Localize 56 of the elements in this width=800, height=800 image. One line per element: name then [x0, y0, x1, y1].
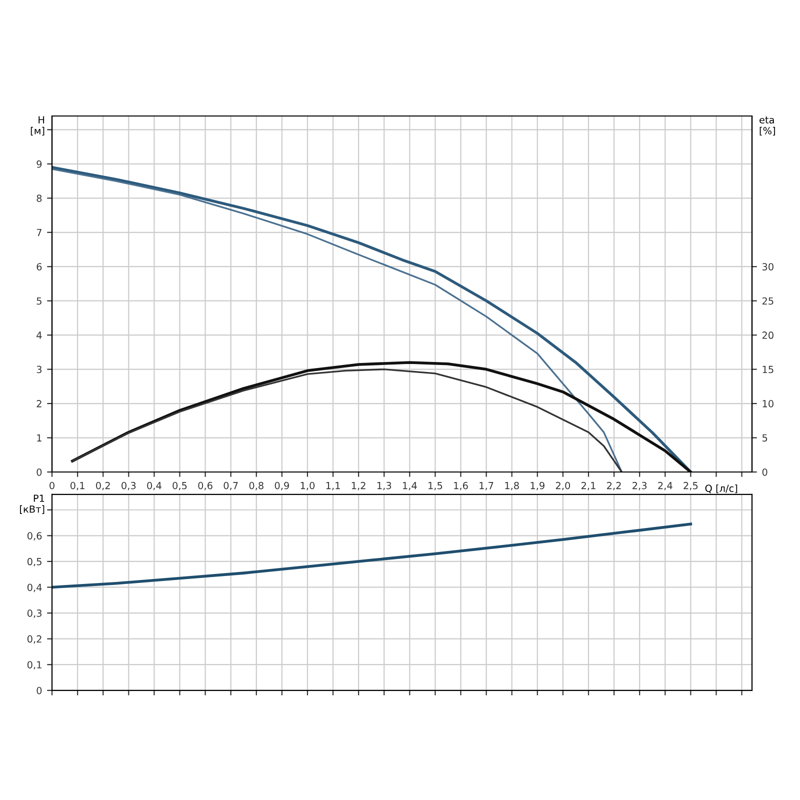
- y2-tick-label: 20: [762, 332, 774, 339]
- y-tick-label: 0,6: [27, 532, 42, 540]
- x-tick-label: 1,7: [480, 482, 494, 490]
- y2-tick-label: 0: [762, 468, 768, 476]
- y-tick-label: 0,3: [27, 610, 42, 618]
- x-tick-label: 2,5: [684, 482, 698, 490]
- x-tick-label: 1,1: [326, 482, 340, 490]
- y2-tick-label: 15: [762, 366, 774, 374]
- y-tick-label: 0: [36, 686, 42, 694]
- y-tick-label: 0,1: [27, 661, 42, 670]
- y-axis-title: H [м]: [30, 116, 44, 136]
- x-tick-label: 0,6: [198, 482, 212, 490]
- y2-tick-label: 30: [762, 263, 774, 270]
- y2-tick-label: 25: [762, 297, 774, 305]
- x-tick-label: 1,5: [428, 482, 442, 490]
- x-axis-title: Q [л/с]: [705, 484, 738, 494]
- line-series: [72, 368, 623, 472]
- line-series: [52, 522, 692, 589]
- y-tick-label: 5: [36, 297, 42, 305]
- x-tick-label: 0,4: [147, 482, 162, 490]
- x-tick-label: 1,2: [352, 482, 366, 490]
- y-tick-label: 6: [36, 263, 42, 270]
- x-tick-label: 1,8: [505, 482, 519, 490]
- x-tick-label: 1,0: [300, 482, 315, 490]
- y2-tick-label: 5: [762, 434, 768, 442]
- y-tick-label: 9: [36, 160, 42, 168]
- y-tick-label: 1: [37, 434, 42, 442]
- x-tick-label: 1,9: [530, 482, 544, 490]
- y-tick-label: 0,5: [27, 558, 42, 566]
- x-tick-label: 2,4: [658, 482, 672, 490]
- y-tick-label: 0: [36, 468, 42, 476]
- x-tick-label: 1,6: [454, 482, 468, 490]
- x-tick-label: 0,9: [274, 482, 289, 490]
- y-axis-title: P1 [кВт]: [20, 494, 44, 514]
- y-tick-label: 2: [36, 400, 42, 408]
- x-tick-label: 0,7: [224, 482, 238, 490]
- x-tick-label: 0,2: [96, 482, 110, 490]
- x-tick-label: 0,3: [122, 482, 136, 490]
- x-tick-label: 0: [50, 482, 54, 490]
- y-tick-label: 3: [36, 366, 42, 374]
- y-tick-label: 7: [36, 228, 42, 236]
- x-tick-label: 0,5: [172, 482, 187, 490]
- x-tick-label: 1,3: [377, 482, 392, 490]
- x-tick-label: 2,2: [607, 482, 621, 490]
- x-tick-label: 0,1: [70, 482, 84, 490]
- x-tick-label: 0,8: [249, 482, 264, 490]
- y-tick-label: 0,2: [27, 635, 42, 644]
- x-tick-label: 1,4: [403, 482, 417, 490]
- y-tick-label: 8: [36, 194, 42, 202]
- x-tick-label: 2,1: [581, 482, 596, 490]
- y-tick-label: 4: [36, 332, 42, 339]
- x-tick-label: 2,3: [632, 482, 647, 490]
- y-tick-label: 0,4: [27, 584, 42, 592]
- y2-axis-title: eta [%]: [760, 116, 775, 136]
- y2-tick-label: 10: [762, 400, 774, 408]
- x-tick-label: 2,0: [556, 482, 570, 490]
